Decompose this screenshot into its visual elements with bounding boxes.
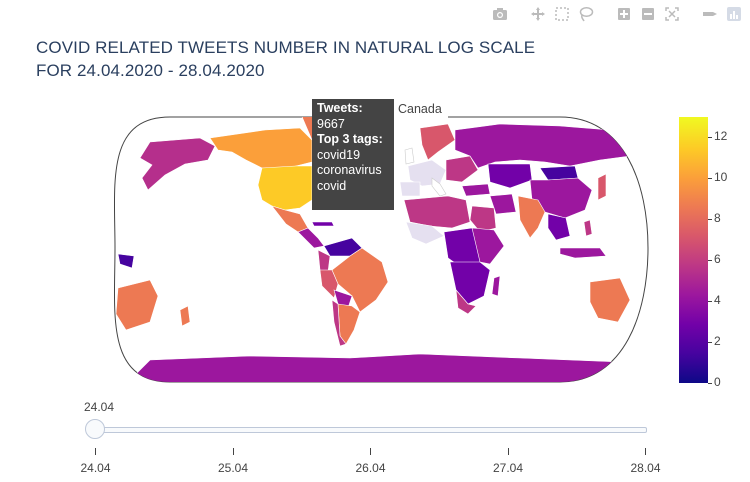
- tooltip-country-name: Canada: [394, 99, 448, 119]
- slider-step-label[interactable]: 28.04: [630, 461, 661, 475]
- country-turkey[interactable]: [461, 183, 491, 197]
- slider-tick: [507, 448, 509, 455]
- slider-step-label[interactable]: 27.04: [492, 461, 524, 475]
- pan-icon[interactable]: [530, 6, 546, 22]
- country-indonesia[interactable]: [559, 247, 607, 259]
- slider-tick: [645, 448, 646, 455]
- country-png[interactable]: [117, 253, 135, 269]
- country-west-africa[interactable]: [405, 221, 445, 245]
- colorbar-tick-label: 6: [714, 252, 721, 267]
- colorbar-tickmark: [708, 178, 712, 180]
- slider-step-label[interactable]: 25.04: [217, 461, 249, 475]
- zoom-in-icon[interactable]: [616, 6, 632, 22]
- country-north-africa[interactable]: [403, 195, 471, 229]
- tooltip-tweets-value: 9667: [317, 116, 345, 131]
- country-italy[interactable]: [431, 177, 447, 197]
- colorbar: [679, 117, 708, 383]
- country-central-america[interactable]: [297, 227, 325, 249]
- country-kazakhstan[interactable]: [487, 163, 533, 189]
- slider-step-label[interactable]: 24.04: [80, 461, 111, 475]
- chart-title-line-1: COVID RELATED TWEETS NUMBER IN NATURAL L…: [36, 38, 536, 57]
- chart-title-line-2: FOR 24.04.2020 - 28.04.2020: [36, 61, 265, 80]
- colorbar-tick-label: 12: [714, 129, 728, 144]
- country-antarctica[interactable]: [119, 353, 641, 390]
- country-japan[interactable]: [597, 173, 607, 201]
- slider-step-label[interactable]: 26.04: [355, 461, 386, 475]
- country-uk[interactable]: [404, 147, 415, 165]
- colorbar-tick-label: 8: [714, 211, 721, 226]
- country-alaska[interactable]: [139, 137, 216, 191]
- country-australia-west[interactable]: [115, 279, 159, 331]
- tooltip-tweets-label: Tweets:: [317, 101, 363, 115]
- reset-view-icon[interactable]: [664, 6, 680, 22]
- country-cuba[interactable]: [311, 221, 335, 227]
- toggle-spikelines-icon[interactable]: [702, 6, 718, 22]
- hover-tooltip: Tweets: 9667 Top 3 tags: covid19 coronav…: [312, 99, 394, 210]
- country-spain[interactable]: [399, 181, 421, 197]
- modebar: [492, 6, 742, 22]
- country-australia-east[interactable]: [589, 277, 631, 323]
- tooltip-tag-1: covid19: [317, 147, 361, 162]
- lasso-select-icon[interactable]: [578, 6, 594, 22]
- slider-tick: [370, 448, 371, 455]
- country-new-zealand[interactable]: [179, 305, 191, 327]
- colorbar-tickmark: [708, 383, 712, 384]
- tooltip-tag-3: covid: [317, 178, 347, 193]
- colorbar-tick-label: 4: [714, 293, 721, 308]
- country-scandinavia[interactable]: [419, 123, 456, 161]
- country-usa[interactable]: [257, 165, 313, 211]
- country-philippines[interactable]: [583, 219, 593, 237]
- slider-handle[interactable]: [85, 419, 105, 439]
- slider-tick: [95, 448, 96, 455]
- country-southeast-asia[interactable]: [547, 213, 571, 241]
- tooltip-tags-label: Top 3 tags:: [317, 132, 383, 147]
- colorbar-tickmark: [708, 342, 712, 344]
- country-madagascar[interactable]: [491, 275, 501, 297]
- colorbar-tick-label: 10: [714, 170, 728, 185]
- camera-icon[interactable]: [492, 6, 508, 22]
- slider-tick: [232, 448, 234, 455]
- colorbar-tickmark: [708, 137, 712, 139]
- country-india[interactable]: [517, 195, 546, 239]
- country-east-africa[interactable]: [471, 227, 505, 265]
- country-chile[interactable]: [331, 299, 347, 347]
- country-south-africa[interactable]: [455, 289, 477, 315]
- slider-rail[interactable]: [94, 427, 647, 433]
- slider-current-value: 24.04: [84, 400, 115, 414]
- country-eastern-europe[interactable]: [445, 155, 479, 183]
- colorbar-tickmark: [708, 219, 712, 221]
- box-select-icon[interactable]: [554, 6, 570, 22]
- chart-title: COVID RELATED TWEETS NUMBER IN NATURAL L…: [36, 36, 535, 82]
- tooltip-tag-2: coronavirus: [317, 163, 382, 178]
- colorbar-tickmark: [708, 260, 712, 262]
- colorbar-tick-label: 0: [714, 375, 721, 389]
- plotly-logo-icon[interactable]: [726, 6, 742, 22]
- colorbar-tickmark: [708, 301, 712, 303]
- zoom-out-icon[interactable]: [640, 6, 656, 22]
- colorbar-tick-label: 2: [714, 334, 721, 349]
